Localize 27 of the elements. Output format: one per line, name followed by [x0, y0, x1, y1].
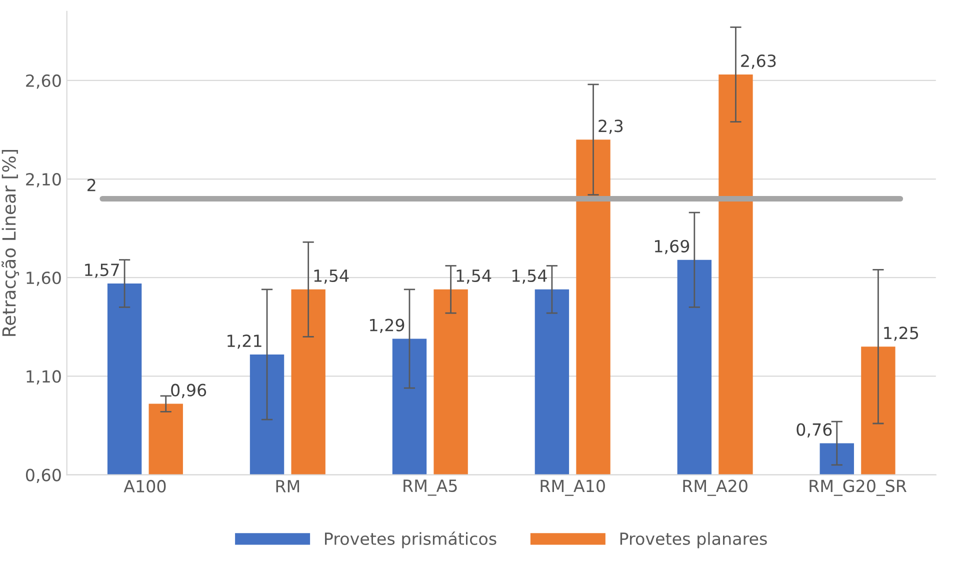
data-label: 1,25	[884, 326, 918, 341]
x-tick-label: RM_A10	[540, 480, 605, 496]
data-label: 1,21	[228, 334, 262, 349]
x-tick-label: RM_A5	[404, 480, 457, 496]
x-tick-label: A100	[124, 480, 166, 493]
y-tick-label: 2,10	[26, 172, 61, 188]
ref-line-label: 2	[88, 178, 96, 192]
legend-label: Provetes planares	[620, 532, 767, 548]
data-label: 1,54	[456, 270, 492, 284]
data-label: 1,29	[370, 318, 404, 334]
y-axis-title: Retracção Linear [%]	[2, 150, 20, 336]
y-tick-label: 1,60	[26, 272, 61, 286]
y-tick-label: 0,60	[26, 468, 61, 484]
data-label: 0,96	[171, 384, 206, 398]
data-label: 1,54	[314, 270, 349, 284]
data-label: 2,3	[598, 120, 623, 134]
y-tick-label: 1,10	[26, 370, 61, 384]
x-tick-label: RM	[276, 480, 300, 492]
x-tick-label: RM_A20	[683, 480, 748, 496]
data-label: 0,76	[796, 423, 832, 438]
y-tick-label: 2,60	[26, 74, 61, 89]
legend-label: Provetes prismáticos	[325, 531, 496, 548]
data-label: 2,63	[741, 54, 776, 69]
data-label: 1,57	[85, 264, 119, 278]
data-label: 1,54	[512, 270, 547, 284]
x-tick-label: RM_G20_SR	[810, 480, 907, 496]
data-label: 1,69	[654, 240, 690, 254]
